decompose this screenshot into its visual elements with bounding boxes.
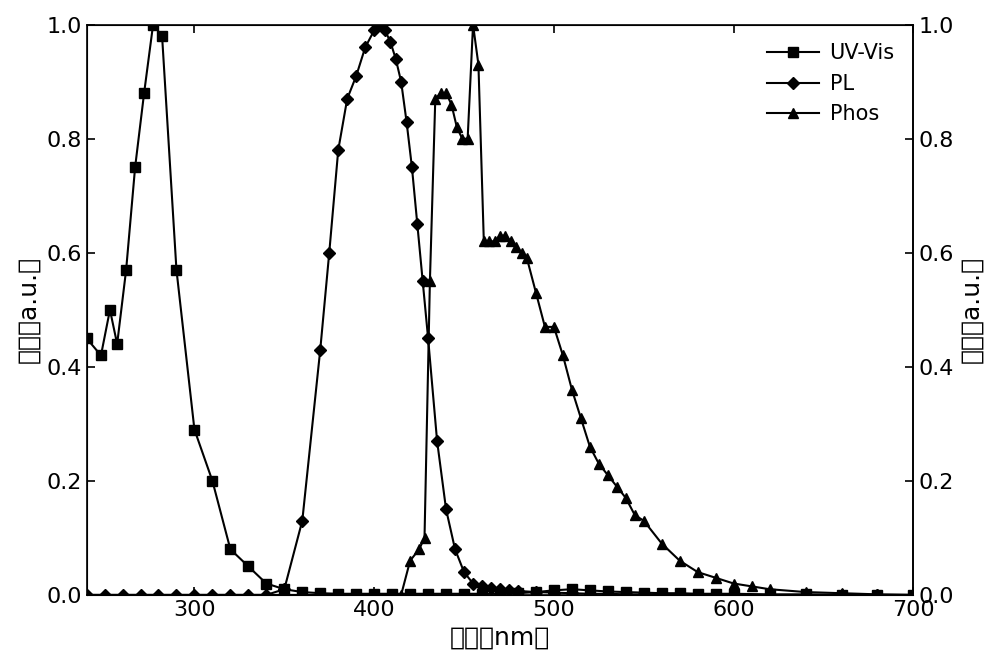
UV-Vis	[95, 352, 107, 360]
UV-Vis	[332, 590, 344, 598]
Phos	[386, 591, 398, 599]
UV-Vis	[120, 266, 132, 274]
Line: PL: PL	[82, 21, 918, 599]
Line: Phos: Phos	[82, 20, 918, 600]
UV-Vis	[836, 591, 848, 599]
UV-Vis	[296, 588, 308, 596]
UV-Vis	[368, 590, 380, 598]
UV-Vis	[81, 334, 93, 342]
UV-Vis	[422, 590, 434, 598]
Phos	[510, 243, 522, 251]
UV-Vis	[674, 589, 686, 597]
UV-Vis	[188, 426, 200, 434]
Phos	[907, 591, 919, 599]
UV-Vis	[404, 590, 416, 598]
Phos	[800, 588, 812, 596]
UV-Vis	[260, 579, 272, 587]
UV-Vis	[907, 591, 919, 599]
Y-axis label: 强度（a.u.）: 强度（a.u.）	[959, 256, 983, 364]
PL	[401, 118, 413, 126]
Line: UV-Vis: UV-Vis	[82, 20, 918, 600]
UV-Vis	[440, 590, 452, 598]
PL	[117, 591, 129, 599]
UV-Vis	[638, 589, 650, 597]
Phos	[584, 443, 596, 451]
UV-Vis	[206, 477, 218, 485]
Phos	[467, 21, 479, 29]
UV-Vis	[138, 89, 150, 97]
UV-Vis	[350, 590, 362, 598]
UV-Vis	[147, 21, 159, 29]
UV-Vis	[111, 340, 123, 348]
Phos	[81, 591, 93, 599]
UV-Vis	[871, 591, 883, 599]
UV-Vis	[620, 588, 632, 596]
UV-Vis	[476, 590, 488, 598]
PL	[907, 591, 919, 599]
UV-Vis	[314, 589, 326, 597]
Phos	[566, 386, 578, 394]
UV-Vis	[386, 590, 398, 598]
UV-Vis	[512, 589, 524, 597]
Phos	[478, 237, 490, 245]
PL	[512, 587, 524, 595]
UV-Vis	[156, 32, 168, 40]
Legend: UV-Vis, PL, Phos: UV-Vis, PL, Phos	[759, 35, 903, 133]
UV-Vis	[242, 562, 254, 570]
Y-axis label: 强度（a.u.）: 强度（a.u.）	[17, 256, 41, 364]
UV-Vis	[458, 590, 470, 598]
X-axis label: 波长（nm）: 波长（nm）	[450, 625, 550, 649]
UV-Vis	[278, 585, 290, 593]
UV-Vis	[170, 266, 182, 274]
UV-Vis	[548, 586, 560, 594]
UV-Vis	[764, 590, 776, 598]
UV-Vis	[566, 585, 578, 593]
UV-Vis	[224, 545, 236, 553]
UV-Vis	[494, 590, 506, 598]
PL	[81, 591, 93, 599]
PL	[332, 146, 344, 154]
UV-Vis	[129, 163, 141, 171]
UV-Vis	[602, 587, 614, 595]
UV-Vis	[728, 590, 740, 598]
UV-Vis	[584, 586, 596, 594]
PL	[135, 591, 147, 599]
UV-Vis	[656, 589, 668, 597]
UV-Vis	[692, 590, 704, 598]
PL	[530, 588, 542, 596]
UV-Vis	[530, 588, 542, 596]
UV-Vis	[710, 590, 722, 598]
UV-Vis	[104, 306, 116, 314]
UV-Vis	[800, 590, 812, 598]
PL	[374, 21, 386, 29]
